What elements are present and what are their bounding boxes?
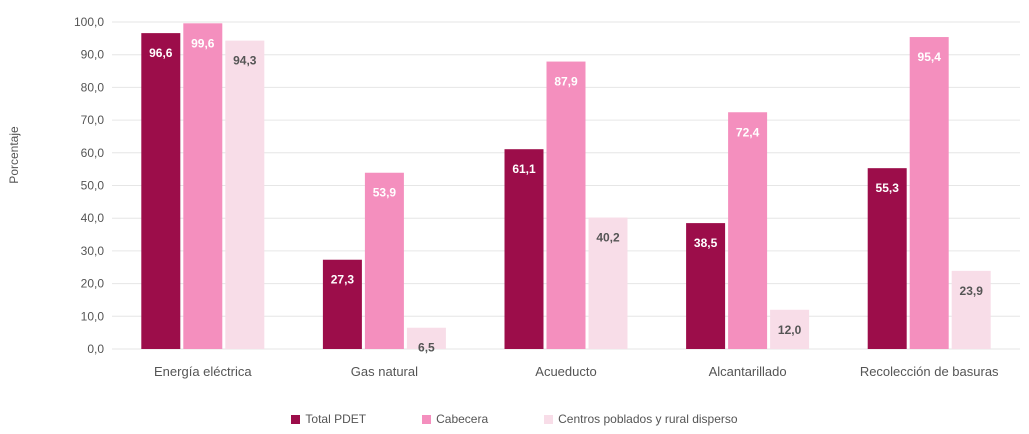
legend: Total PDET Cabecera Centros poblados y rur… [0, 412, 1029, 426]
data-label: 94,3 [233, 54, 257, 68]
bar [183, 23, 223, 349]
bar [867, 168, 907, 349]
bar [406, 327, 446, 349]
legend-item: Cabecera [422, 412, 488, 426]
legend-swatch [422, 414, 432, 424]
bars [141, 23, 991, 350]
y-tick-label: 100,0 [74, 15, 104, 29]
y-tick-label: 0,0 [87, 342, 104, 356]
legend-label: Total PDET [305, 412, 367, 426]
x-tick-label: Alcantarillado [709, 364, 787, 379]
y-tick-label: 10,0 [81, 309, 105, 323]
bar [225, 40, 265, 349]
data-label: 99,6 [191, 36, 215, 50]
bar-chart: 0,0 10,0 20,0 30,0 40,0 50,0 60,0 70,0 80,0 90,0 1… [7, 15, 1020, 379]
bar [364, 172, 404, 349]
legend-swatch [544, 414, 554, 424]
data-label: 38,5 [694, 236, 718, 250]
x-tick-label: Acueducto [535, 364, 596, 379]
bar [951, 270, 991, 349]
bar [322, 259, 362, 349]
data-label: 6,5 [418, 341, 435, 355]
bar [504, 149, 544, 349]
data-label: 27,3 [331, 273, 355, 287]
data-labels: 96,6 99,6 94,3 27,3 53,9 6,5 61,1 87,9 40,2 38,5 7… [149, 36, 983, 354]
x-axis-labels: Energía eléctrica Gas natural Acueducto Alc… [154, 364, 999, 379]
y-tick-label: 30,0 [81, 244, 105, 258]
legend-item: Total PDET [291, 412, 366, 426]
legend-swatch [291, 414, 301, 424]
legend-label: Centros poblados y rural disperso [558, 412, 738, 426]
x-tick-label: Recolección de basuras [860, 364, 999, 379]
bar [909, 37, 949, 350]
bar [728, 112, 768, 349]
y-tick-label: 90,0 [81, 48, 105, 62]
x-tick-label: Energía eléctrica [154, 364, 252, 379]
data-label: 12,0 [778, 323, 802, 337]
data-label: 55,3 [876, 181, 900, 195]
y-axis-ticks: 0,0 10,0 20,0 30,0 40,0 50,0 60,0 70,0 80,0 90,0 1… [74, 15, 104, 356]
y-tick-label: 40,0 [81, 211, 105, 225]
bar [770, 309, 810, 349]
data-label: 87,9 [554, 75, 578, 89]
data-label: 96,6 [149, 46, 173, 60]
legend-item: Centros poblados y rural disperso [544, 412, 738, 426]
bar [588, 217, 628, 349]
data-label: 72,4 [736, 125, 760, 139]
y-tick-label: 70,0 [81, 113, 105, 127]
data-label: 61,1 [512, 162, 536, 176]
bar [686, 223, 726, 349]
y-tick-label: 60,0 [81, 146, 105, 160]
data-label: 40,2 [596, 231, 620, 245]
bar [546, 61, 586, 349]
data-label: 23,9 [960, 284, 984, 298]
y-tick-label: 80,0 [81, 80, 105, 94]
bar [141, 33, 181, 349]
legend-label: Cabecera [436, 412, 489, 426]
y-tick-label: 50,0 [81, 179, 105, 193]
data-label: 53,9 [373, 186, 397, 200]
x-tick-label: Gas natural [351, 364, 418, 379]
data-label: 95,4 [918, 50, 942, 64]
y-axis-label: Porcentaje [7, 126, 21, 184]
y-tick-label: 20,0 [81, 277, 105, 291]
